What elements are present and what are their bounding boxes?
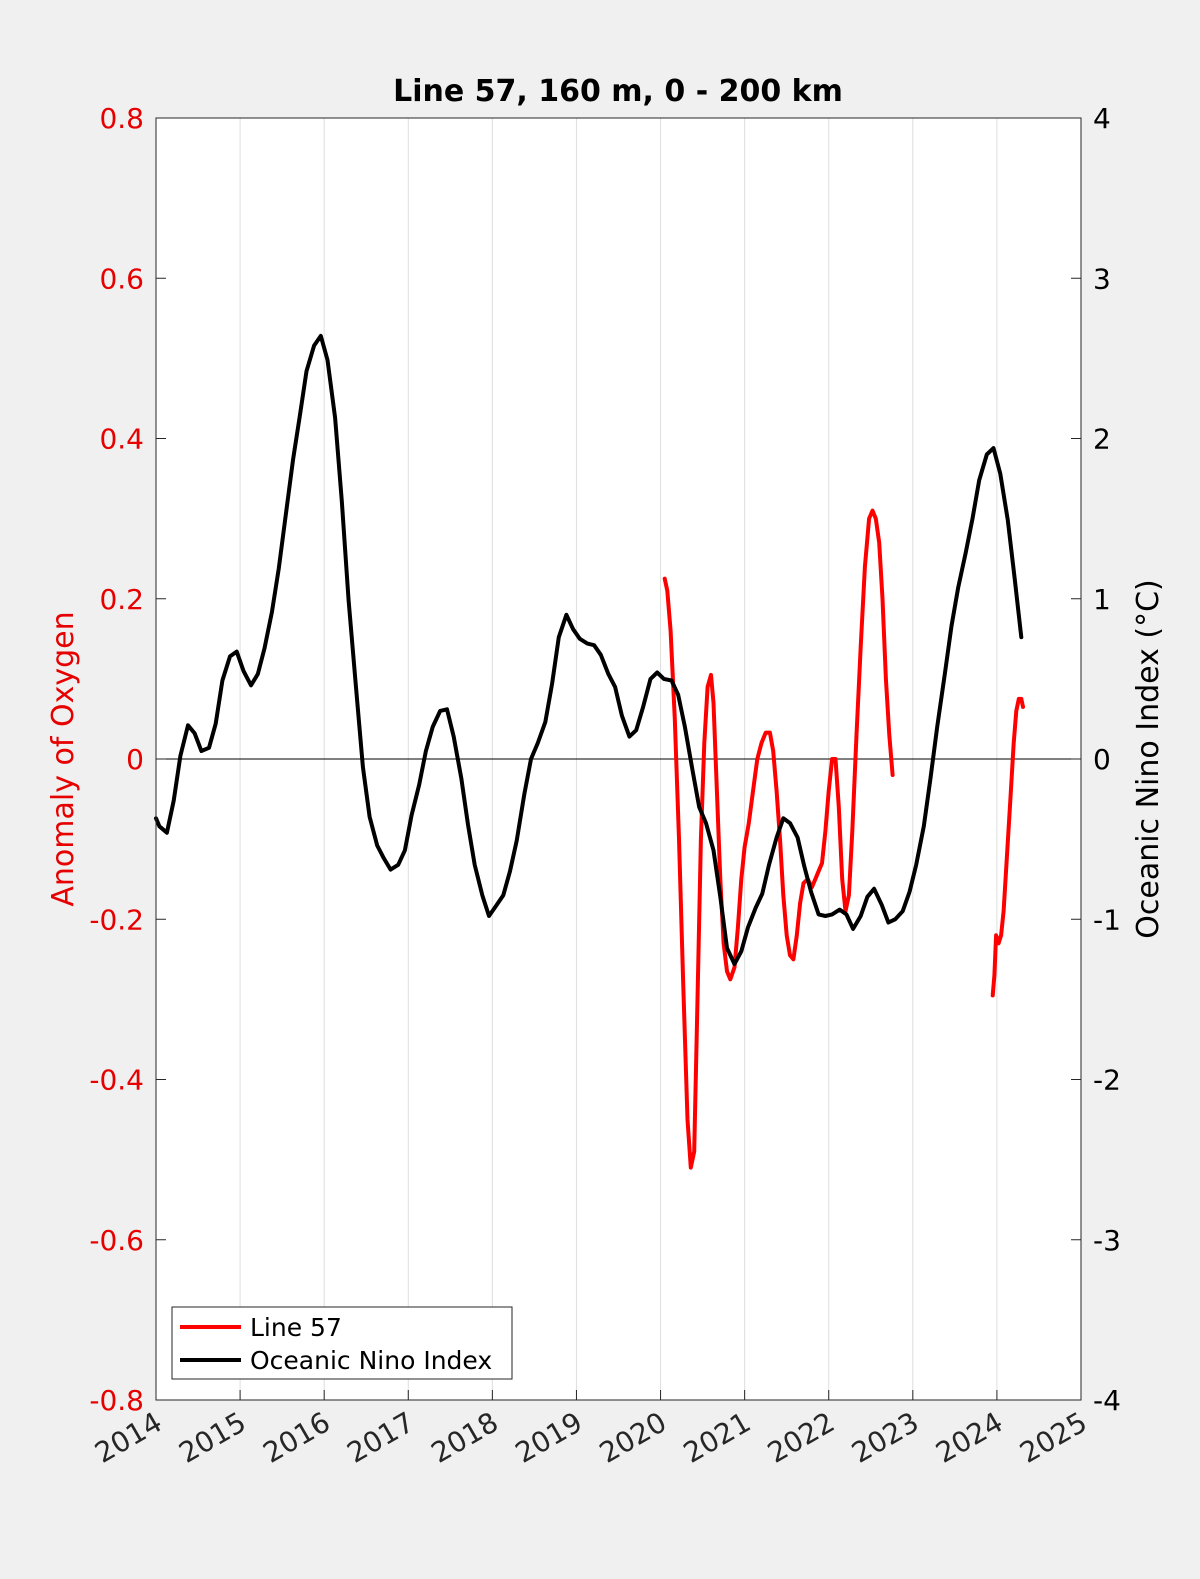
legend-box	[171, 1306, 513, 1380]
y-left-tick-label--0.4: -0.4	[89, 1064, 144, 1097]
legend-label-line-57: Line 57	[250, 1313, 342, 1342]
y-axis-left-label: Anomaly of Oxygen	[46, 611, 81, 906]
y-right-tick-label-0: 0	[1093, 743, 1111, 776]
y-right-tick-label--2: -2	[1093, 1064, 1121, 1097]
y-right-tick-label-3: 3	[1093, 262, 1111, 295]
y-axis-right-label: Oceanic Nino Index (°C)	[1131, 579, 1166, 939]
y-right-tick-label--4: -4	[1093, 1384, 1121, 1417]
y-left-tick-label-0.2: 0.2	[99, 583, 144, 616]
y-left-tick-label--0.8: -0.8	[89, 1384, 144, 1417]
series-line-line-57-segment-1	[990, 696, 1025, 998]
y-left-tick-label-0.8: 0.8	[99, 102, 144, 135]
y-left-tick-label-0: 0	[126, 743, 144, 776]
legend-label-oceanic-nino-index: Oceanic Nino Index	[250, 1346, 492, 1375]
series-line-line-57-segment-0	[662, 508, 895, 1170]
y-right-tick-label-1: 1	[1093, 583, 1111, 616]
chart-title: Line 57, 160 m, 0 - 200 km	[393, 74, 843, 109]
series-layer	[154, 333, 1025, 1170]
y-left-tick-label--0.2: -0.2	[89, 903, 144, 936]
y-left-tick-label-0.4: 0.4	[99, 423, 144, 456]
y-right-tick-label-4: 4	[1093, 102, 1111, 135]
y-left-tick-label-0.6: 0.6	[99, 262, 144, 295]
y-right-tick-label--1: -1	[1093, 903, 1121, 936]
y-left-tick-label--0.6: -0.6	[89, 1224, 144, 1257]
legend: Line 57 Oceanic Nino Index	[171, 1306, 513, 1380]
y-right-tick-label-2: 2	[1093, 423, 1111, 456]
y-right-tick-label--3: -3	[1093, 1224, 1121, 1257]
series-line-oceanic-nino-index-segment-0	[154, 333, 1024, 967]
